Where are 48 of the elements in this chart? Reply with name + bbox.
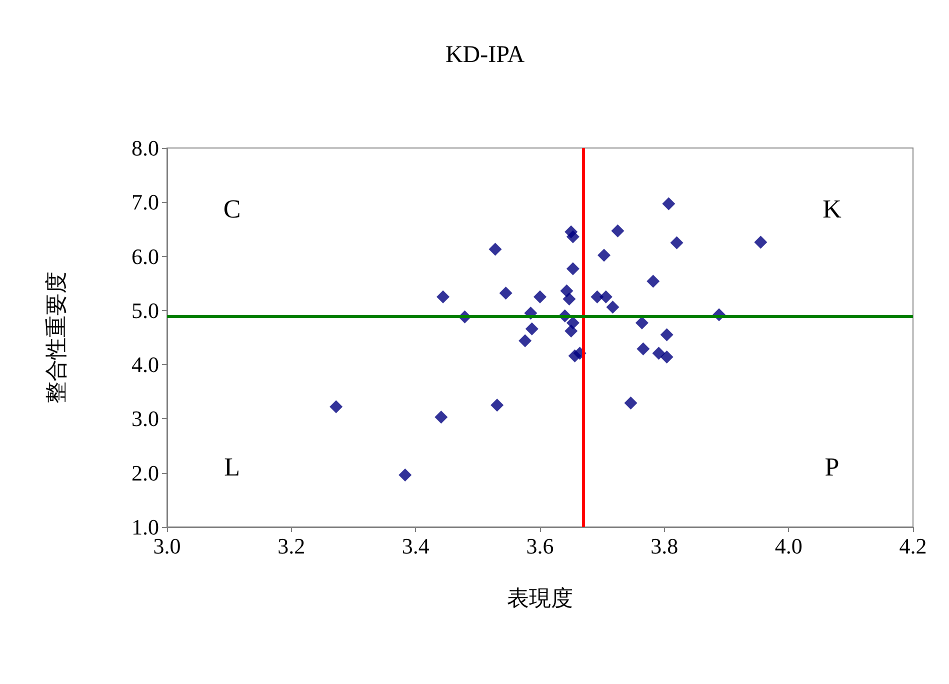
y-tick-label: 8.0 bbox=[132, 136, 159, 160]
point bbox=[662, 197, 676, 210]
point bbox=[434, 410, 448, 424]
x-tick-label: 4.2 bbox=[899, 534, 927, 558]
x-tick-label: 3.4 bbox=[402, 534, 430, 558]
y-tick-label: 3.0 bbox=[132, 406, 159, 432]
point bbox=[624, 396, 638, 410]
point bbox=[660, 328, 674, 342]
point bbox=[611, 224, 624, 238]
point bbox=[525, 322, 538, 336]
point bbox=[646, 274, 660, 288]
point bbox=[636, 342, 650, 356]
point bbox=[518, 334, 532, 348]
point bbox=[564, 324, 578, 338]
point bbox=[488, 242, 502, 256]
point bbox=[606, 300, 620, 314]
point bbox=[598, 248, 611, 262]
x-tick-label: 4.0 bbox=[774, 534, 802, 558]
x-tick-label: 3.6 bbox=[526, 534, 554, 558]
x-tick-label: 3.2 bbox=[278, 534, 306, 558]
point bbox=[534, 290, 546, 304]
x-tick-label: 3.8 bbox=[650, 534, 678, 558]
point bbox=[754, 236, 768, 249]
point bbox=[566, 230, 580, 244]
y-tick-label: 7.0 bbox=[132, 190, 159, 215]
point bbox=[599, 290, 612, 304]
point bbox=[490, 398, 504, 412]
point bbox=[660, 350, 674, 364]
point bbox=[436, 290, 450, 304]
point bbox=[398, 468, 412, 482]
annotation: C bbox=[223, 194, 241, 224]
point bbox=[562, 292, 576, 306]
y-axis-title: 整合性重要度 bbox=[44, 272, 68, 404]
annotation: K bbox=[822, 194, 842, 224]
point bbox=[635, 316, 648, 330]
y-tick-label: 4.0 bbox=[132, 352, 159, 378]
point bbox=[652, 346, 666, 360]
point bbox=[330, 400, 343, 414]
annotation: L bbox=[224, 452, 240, 482]
y-tick-label: 5.0 bbox=[132, 298, 159, 323]
chart-title: KD-IPA bbox=[445, 42, 526, 68]
point bbox=[499, 286, 512, 300]
point bbox=[670, 236, 684, 250]
annotation: P bbox=[824, 452, 840, 482]
y-tick-label: 6.0 bbox=[132, 244, 159, 269]
point bbox=[566, 262, 580, 276]
y-tick-label: 2.0 bbox=[132, 460, 159, 486]
x-axis-title: 表現度 bbox=[507, 586, 573, 610]
